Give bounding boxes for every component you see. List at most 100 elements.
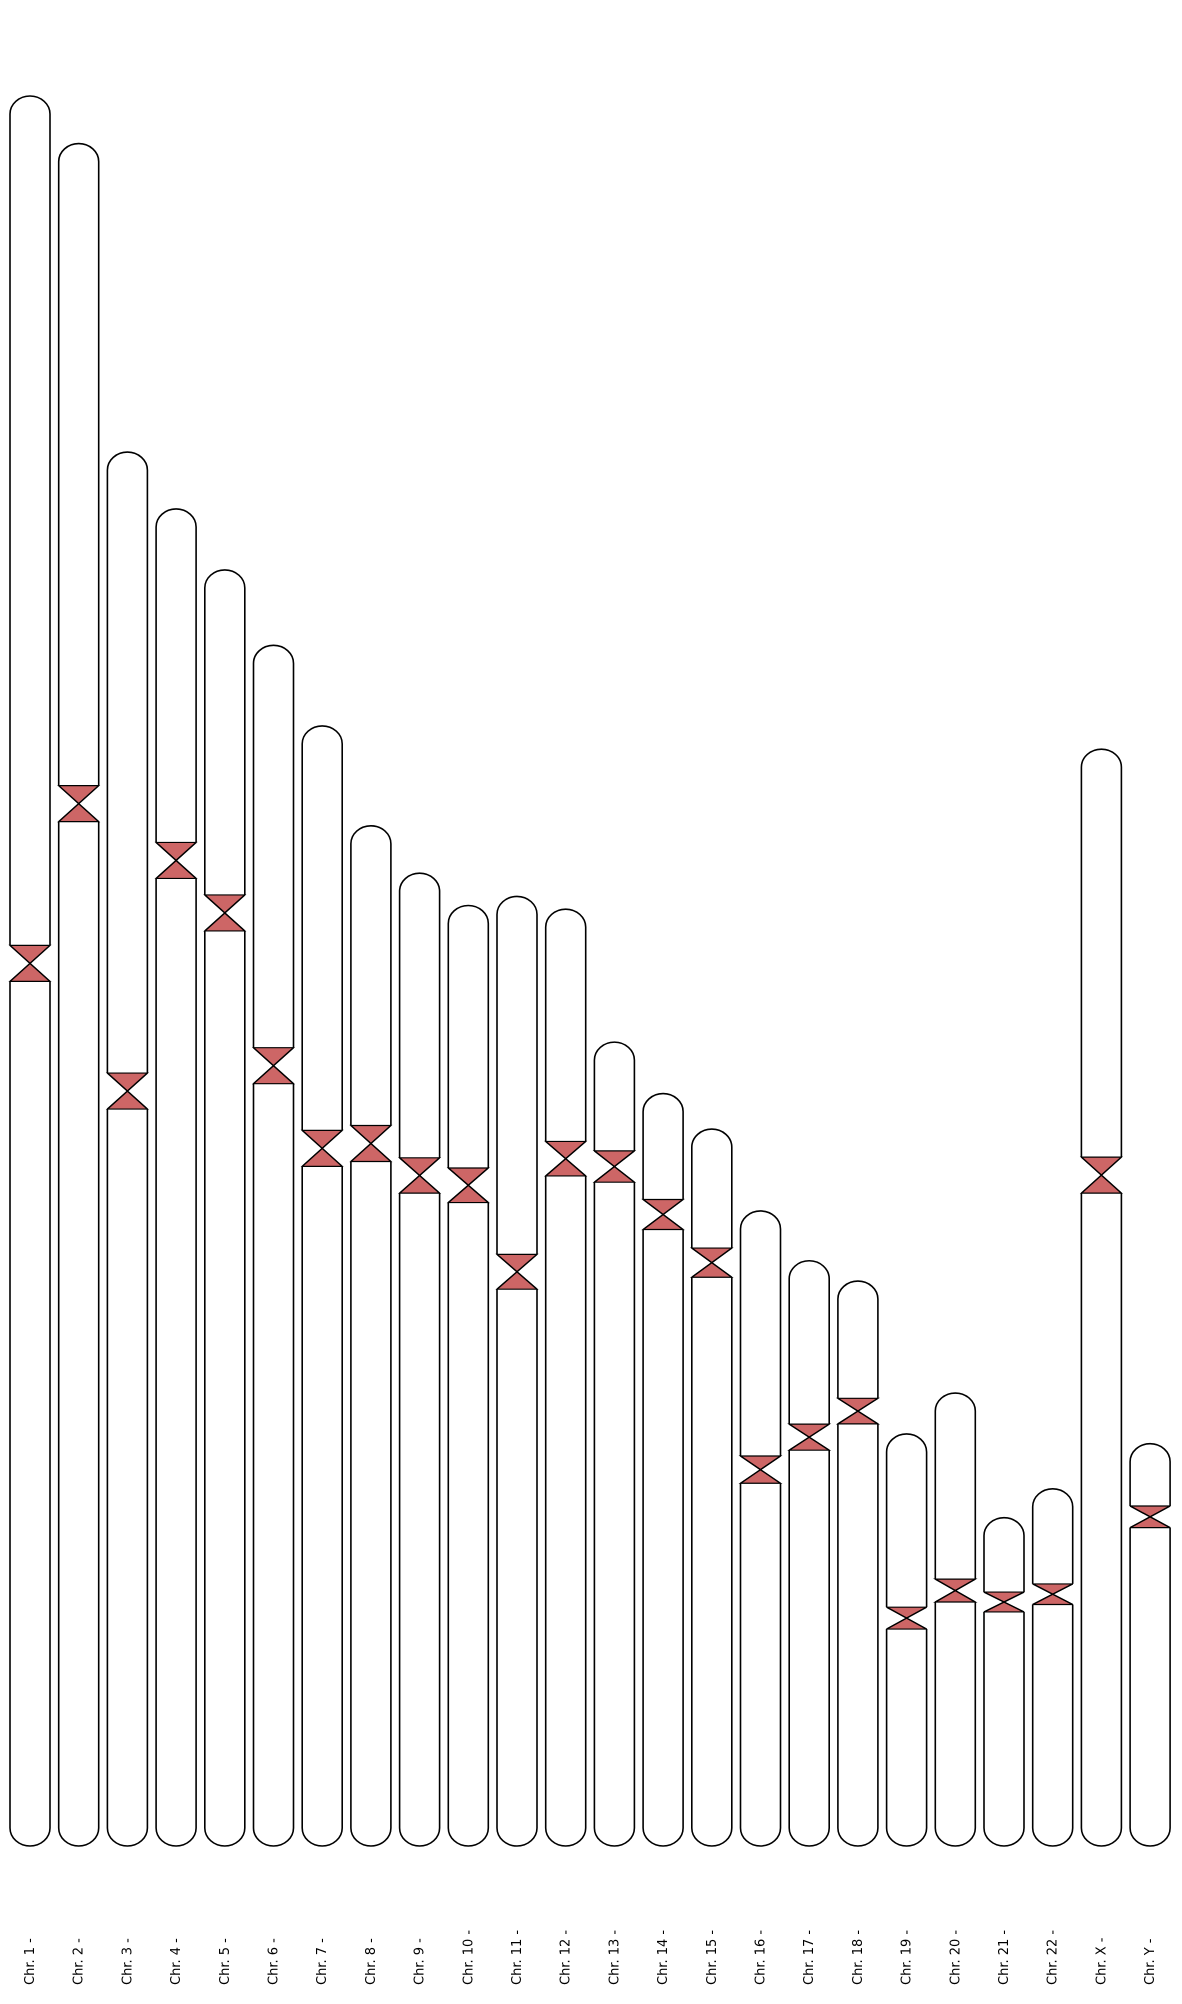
chromosome-p-arm [155,508,197,843]
chromosome-label: Chr. 14 - [656,1930,671,1985]
chromosome-label: Chr. 20 - [948,1930,963,1985]
chromosome-label: Chr. 22 - [1046,1930,1061,1985]
centromere-outline [447,1167,489,1204]
chromosome-19 [885,1433,928,1847]
chromosome-q-arm [447,1202,490,1847]
chromosome-p-arm [252,644,295,1048]
centromere-outline [1032,1583,1074,1606]
chromosome-label: Chr. 6 - [267,1938,282,1985]
chromosome-q-arm [983,1611,1025,1847]
centromere-outline [886,1606,927,1630]
chromosome-p-arm [593,1041,636,1151]
chromosome-q-arm [544,1175,587,1847]
chromosome-label: Chr. 17 - [802,1930,817,1985]
chromosome-q-arm [934,1601,977,1847]
chromosome-p-arm [1080,748,1123,1158]
chromosome-p-arm [447,904,490,1168]
chromosome-14 [641,1092,685,1847]
chromosome-17 [787,1259,832,1847]
chromosome-23 [1079,748,1123,1847]
chromosome-p-arm [1031,1487,1074,1584]
chromosome-p-arm [350,824,392,1126]
chromosome-q-arm [155,878,197,1847]
chromosome-q-arm [204,930,246,1847]
centromere-outline [399,1157,441,1194]
chromosome-4 [154,508,198,1847]
chromosome-label-group: Chr. 1 - Chr. 2 - Chr. 3 - Chr. 4 - Chr. 5 -… [23,1930,1158,1985]
centromere-outline [496,1253,538,1290]
chromosome-q-arm [1031,1604,1074,1847]
chromosome-label: Chr. 16 - [754,1930,769,1985]
chromosome-p-arm [983,1516,1025,1593]
chromosome-q-arm [398,1193,441,1847]
centromere-outline [9,944,51,982]
chromosome-11 [495,895,539,1847]
chromosome-p-arm [1129,1442,1171,1506]
centromere-outline [58,785,100,823]
chromosome-q-arm [9,981,51,1847]
chromosome-9 [398,872,442,1847]
chromosome-label: Chr. 5 - [218,1938,233,1985]
chromosome-label: Chr. 12 - [559,1930,574,1985]
chromosome-p-arm [301,725,343,1131]
chromosome-21 [983,1516,1025,1847]
chromosome-24 [1129,1442,1171,1847]
centromere-outline [350,1124,392,1163]
chromosome-label: Chr. 8 - [364,1938,379,1985]
centromere-outline [837,1397,879,1425]
chromosome-q-arm [691,1277,733,1847]
chromosome-15 [689,1128,734,1847]
chromosome-q-arm [837,1423,879,1847]
chromosome-q-arm [642,1229,684,1847]
chromosome-q-arm [1129,1527,1171,1847]
chromosome-22 [1031,1487,1074,1847]
centromere-outline [155,841,197,879]
chromosome-label: Chr. 3 - [120,1938,135,1985]
chromosome-q-arm [496,1289,538,1847]
chromosome-13 [592,1041,637,1847]
centromere-outline [691,1247,733,1278]
chromosome-q-arm [252,1083,295,1847]
chromosome-16 [738,1210,783,1847]
chromosome-1 [8,95,52,1847]
chromosome-8 [349,824,393,1847]
chromosome-7 [300,725,344,1847]
chromosome-p-arm [57,142,100,786]
chromosome-q-arm [301,1166,343,1847]
chromosome-6 [251,644,296,1847]
chromosome-label: Chr. 18 - [851,1930,866,1985]
chromosome-label: Chr. Y - [1143,1938,1158,1985]
centromere-outline [740,1455,781,1484]
chromosome-p-arm [544,908,587,1142]
chromosome-p-arm [496,895,538,1255]
chromosome-p-arm [642,1092,684,1200]
chromosome-label: Chr. 9 - [413,1938,428,1985]
centromere-outline [106,1072,148,1110]
centromere-outline [642,1198,684,1231]
chromosome-label: Chr. 11 - [510,1930,525,1985]
chromosome-label: Chr. 21 - [997,1930,1012,1985]
chromosome-label: Chr. 7 - [315,1938,330,1985]
chromosome-p-arm [9,95,51,946]
chromosome-label: Chr. 10 - [461,1930,476,1985]
chromosome-p-arm [934,1392,977,1580]
chromosome-p-arm [106,451,149,1074]
chromosome-q-arm [1080,1193,1123,1847]
centromere-outline [301,1129,343,1167]
chromosome-2 [57,142,101,1847]
chromosome-p-arm [739,1210,782,1457]
chromosome-label: Chr. 4 - [169,1938,184,1985]
chromosome-q-arm [739,1483,782,1847]
chromosome-q-arm [788,1450,830,1847]
chromosome-p-arm [885,1433,928,1608]
chromosome-5 [203,569,247,1847]
chromosome-p-arm [691,1128,733,1249]
centromere-outline [1080,1156,1122,1194]
chromosome-p-arm [788,1259,830,1425]
centromere-outline [545,1140,587,1177]
centromere-outline [983,1591,1025,1613]
chromosome-10 [446,904,490,1847]
centromere-outline [253,1047,294,1085]
chromosome-group [8,95,1171,1847]
